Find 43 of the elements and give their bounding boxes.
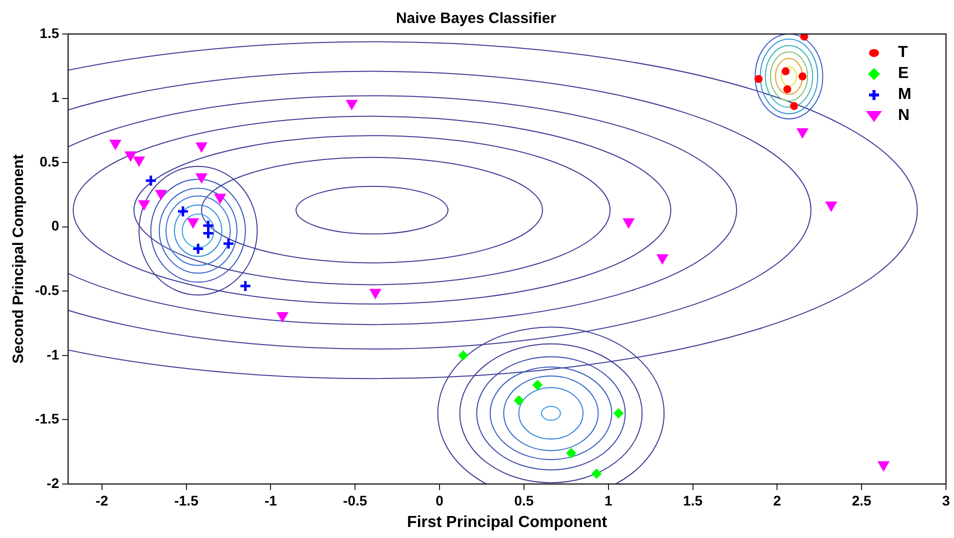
x-tick-label: 2: [773, 492, 782, 508]
point: [458, 350, 468, 360]
point: [514, 395, 524, 406]
x-tick-label: -1: [264, 492, 278, 508]
y-tick-label: 0: [51, 218, 60, 234]
legend-label: N: [898, 106, 910, 124]
point: [276, 312, 288, 322]
x-tick-label: -1.5: [174, 492, 199, 508]
legend-label: E: [898, 64, 909, 82]
point: [878, 461, 890, 472]
point: [532, 380, 542, 390]
x-tick-label: 0.5: [514, 492, 534, 508]
x-tick-label: 1: [604, 492, 612, 508]
point: [826, 202, 837, 212]
point: [782, 67, 790, 76]
point: [754, 75, 763, 83]
point: [613, 408, 624, 418]
point: [790, 102, 798, 110]
x-tick-label: 0: [436, 492, 444, 508]
point: [798, 72, 806, 80]
x-tick-label: 1.5: [683, 492, 703, 508]
y-tick-label: -2: [46, 474, 60, 491]
y-tick-label: -0.5: [35, 282, 60, 298]
y-tick-label: 0.5: [40, 153, 60, 170]
x-tick-label: 3: [942, 492, 950, 508]
point: [800, 34, 808, 41]
y-tick-label: 1.5: [40, 24, 60, 41]
y-tick-label: -1: [46, 346, 60, 362]
x-axis-title: First Principal Component: [407, 514, 608, 531]
x-tick-label: 2.5: [852, 492, 872, 508]
point: [796, 128, 808, 138]
y-tick-label: 1: [51, 89, 60, 106]
x-tick-label: -2: [96, 492, 108, 508]
point: [346, 100, 358, 110]
x-tick-label: -0.5: [343, 492, 368, 508]
legend-label: M: [898, 86, 912, 104]
y-tick-label: -1.5: [35, 410, 60, 427]
point: [783, 85, 792, 94]
y-axis-title: Second Principal Component: [10, 154, 28, 364]
legend-label: T: [898, 44, 908, 62]
point: [592, 468, 602, 479]
point: [566, 448, 576, 458]
chart-title: Naive Bayes Classifier: [396, 10, 556, 28]
